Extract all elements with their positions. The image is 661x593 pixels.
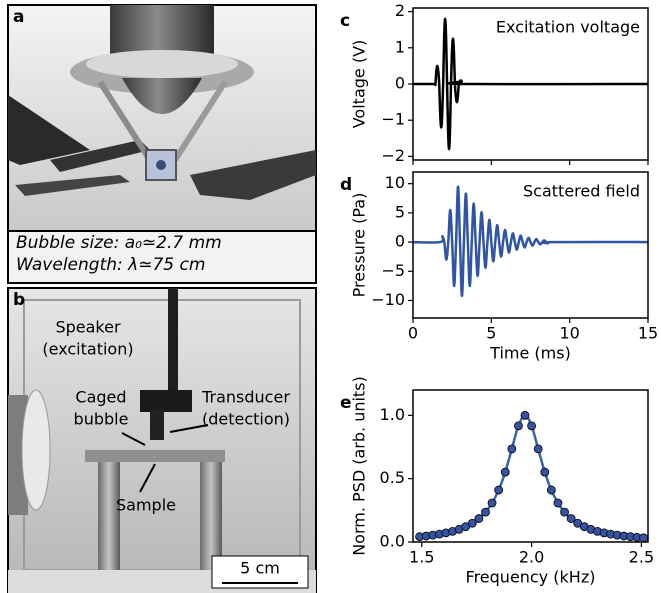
x-tick-label: 2.5 [629, 548, 654, 567]
annotation: Sample [116, 496, 176, 515]
axes-frame [413, 390, 648, 542]
y-tick-label: −2 [381, 146, 405, 165]
caption: Wavelength: λ≃75 cm [16, 255, 205, 275]
annotation: (excitation) [42, 340, 133, 359]
annotation: Excitation voltage [496, 18, 640, 37]
panel-label: b [13, 290, 25, 310]
y-tick-label: 2 [395, 1, 405, 20]
data-point [561, 508, 569, 516]
y-tick-label: 0 [395, 232, 405, 251]
y-tick-label: 10 [385, 173, 405, 192]
data-point [481, 508, 489, 516]
y-tick-label: 1 [395, 37, 405, 56]
figure: a Bubble size: a₀≃2.7 mm Wavelength: λ≃7… [0, 0, 661, 593]
scale-label: 5 cm [240, 559, 280, 578]
y-tick-label: 0.0 [380, 532, 405, 551]
caption: Bubble size: a₀≃2.7 mm [16, 233, 222, 253]
speaker [22, 390, 50, 510]
x-axis-label: Frequency (kHz) [466, 568, 596, 587]
data-point [528, 422, 536, 430]
transducer [150, 410, 164, 440]
panel-a: a Bubble size: a₀≃2.7 mm Wavelength: λ≃7… [8, 5, 316, 283]
sample-table [85, 450, 225, 462]
panel-label: e [340, 393, 352, 413]
annotation: (detection) [202, 410, 290, 429]
x-tick-label: 1.5 [409, 548, 434, 567]
annotation: Caged [75, 388, 126, 407]
data-point [488, 499, 496, 507]
y-tick-label: −10 [371, 290, 405, 309]
annotation: Scattered field [523, 182, 640, 201]
data-point [475, 515, 483, 523]
leg [98, 462, 120, 572]
y-tick-label: 0 [395, 74, 405, 93]
photo-background [8, 288, 316, 593]
bubble [156, 160, 166, 170]
data-point [501, 468, 509, 476]
data-point [514, 422, 522, 430]
y-axis-label: Norm. PSD (arb. units) [350, 376, 369, 556]
data-line [413, 187, 648, 296]
panel-label: d [340, 175, 352, 195]
data-point [534, 445, 542, 453]
x-tick-label: 5 [486, 324, 496, 343]
data-point [541, 468, 549, 476]
data-point [554, 499, 562, 507]
data-point [640, 534, 648, 542]
panel-label: c [340, 11, 350, 31]
y-tick-label: 1.0 [380, 405, 405, 424]
data-point [508, 445, 516, 453]
x-tick-label: 15 [638, 324, 658, 343]
data-point [521, 411, 529, 419]
annotation: bubble [74, 410, 129, 429]
y-tick-label: −1 [381, 110, 405, 129]
panel-label: a [13, 7, 24, 27]
annotation: Speaker [55, 318, 121, 337]
plot-area [413, 187, 648, 296]
plot-area [413, 19, 648, 149]
annotation: Transducer [201, 388, 290, 407]
data-point [495, 486, 503, 494]
ring-top [86, 50, 238, 78]
data-line [420, 415, 644, 537]
data-point [547, 486, 555, 494]
transducer-holder [140, 390, 192, 412]
y-tick-label: 5 [395, 202, 405, 221]
data-line [413, 19, 648, 149]
pole [168, 288, 178, 398]
panel-b: b Speaker (excitation) Caged bubble Tran… [8, 288, 316, 593]
plot-area [416, 411, 648, 541]
x-tick-label: 2.0 [519, 548, 544, 567]
x-tick-label: 0 [408, 324, 418, 343]
y-axis-label: Voltage (V) [350, 40, 369, 129]
x-axis-label: Time (ms) [489, 344, 571, 363]
y-tick-label: 0.5 [380, 468, 405, 487]
x-tick-label: 10 [559, 324, 579, 343]
y-axis-label: Pressure (Pa) [350, 193, 369, 298]
page: a Bubble size: a₀≃2.7 mm Wavelength: λ≃7… [0, 0, 661, 593]
y-tick-label: −5 [381, 261, 405, 280]
